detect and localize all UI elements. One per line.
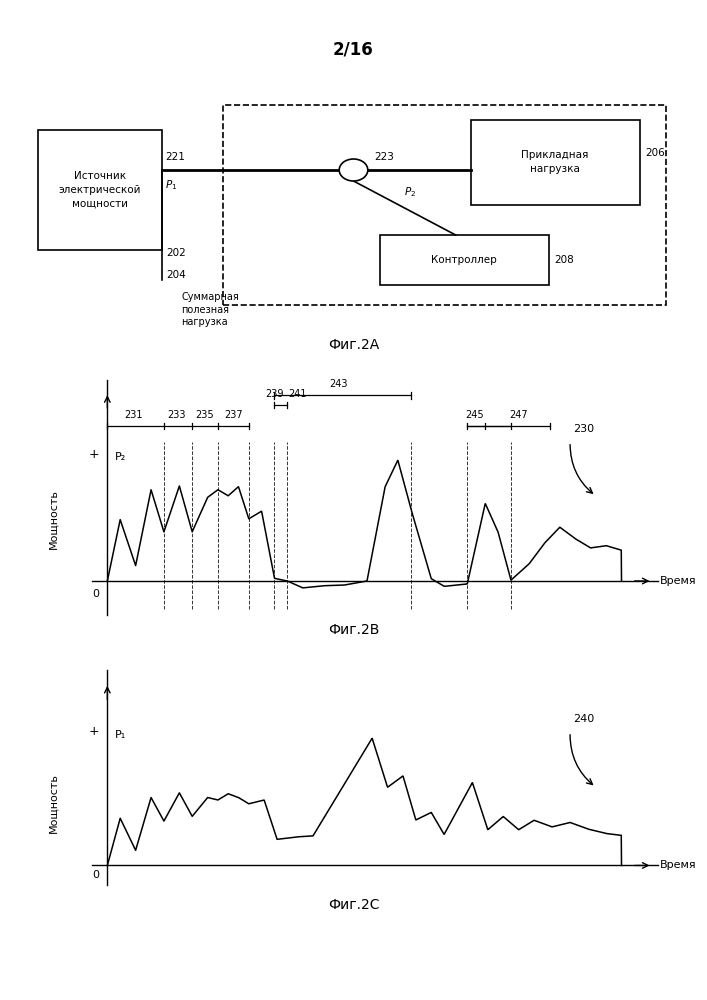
- Text: 0: 0: [93, 870, 100, 880]
- Text: 235: 235: [196, 410, 214, 420]
- Text: P₂: P₂: [115, 452, 127, 462]
- Text: Фиг.2В: Фиг.2В: [328, 623, 379, 637]
- Text: $P_2$: $P_2$: [404, 186, 416, 199]
- Circle shape: [339, 159, 368, 181]
- Text: 233: 233: [168, 410, 186, 420]
- Text: 0: 0: [93, 589, 100, 599]
- Text: 208: 208: [554, 255, 573, 265]
- Text: 204: 204: [166, 270, 186, 280]
- Text: 202: 202: [166, 247, 186, 257]
- Text: Фиг.2А: Фиг.2А: [328, 338, 379, 352]
- Text: +: +: [89, 448, 100, 461]
- Text: 247: 247: [509, 410, 528, 420]
- Text: Фиг.2С: Фиг.2С: [328, 898, 379, 912]
- Text: Мощность: Мощность: [48, 489, 59, 549]
- Text: 230: 230: [573, 424, 594, 434]
- Text: Время: Время: [660, 860, 696, 870]
- Text: 241: 241: [288, 389, 307, 399]
- Bar: [380, 235, 549, 285]
- Text: $P_1$: $P_1$: [165, 178, 177, 192]
- Text: Время: Время: [660, 576, 696, 586]
- Text: 237: 237: [224, 410, 243, 420]
- Text: Прикладная
нагрузка: Прикладная нагрузка: [522, 150, 589, 174]
- Text: 243: 243: [329, 379, 348, 389]
- Text: Источник
электрической
мощности: Источник электрической мощности: [59, 171, 141, 209]
- Bar: [38, 130, 162, 250]
- Bar: [223, 105, 666, 305]
- Text: +: +: [89, 725, 100, 738]
- Text: 2/16: 2/16: [333, 40, 374, 58]
- Text: 239: 239: [265, 389, 284, 399]
- Text: 223: 223: [374, 152, 395, 162]
- Text: 206: 206: [645, 147, 665, 157]
- Text: P₁: P₁: [115, 730, 127, 740]
- Text: 240: 240: [573, 714, 594, 724]
- Text: Суммарная
полезная
нагрузка: Суммарная полезная нагрузка: [181, 292, 239, 327]
- Text: 231: 231: [124, 410, 142, 420]
- Text: Мощность: Мощность: [48, 774, 59, 833]
- Bar: [471, 120, 640, 205]
- Text: Контроллер: Контроллер: [431, 255, 497, 265]
- Text: 221: 221: [165, 152, 185, 162]
- Text: 245: 245: [466, 410, 484, 420]
